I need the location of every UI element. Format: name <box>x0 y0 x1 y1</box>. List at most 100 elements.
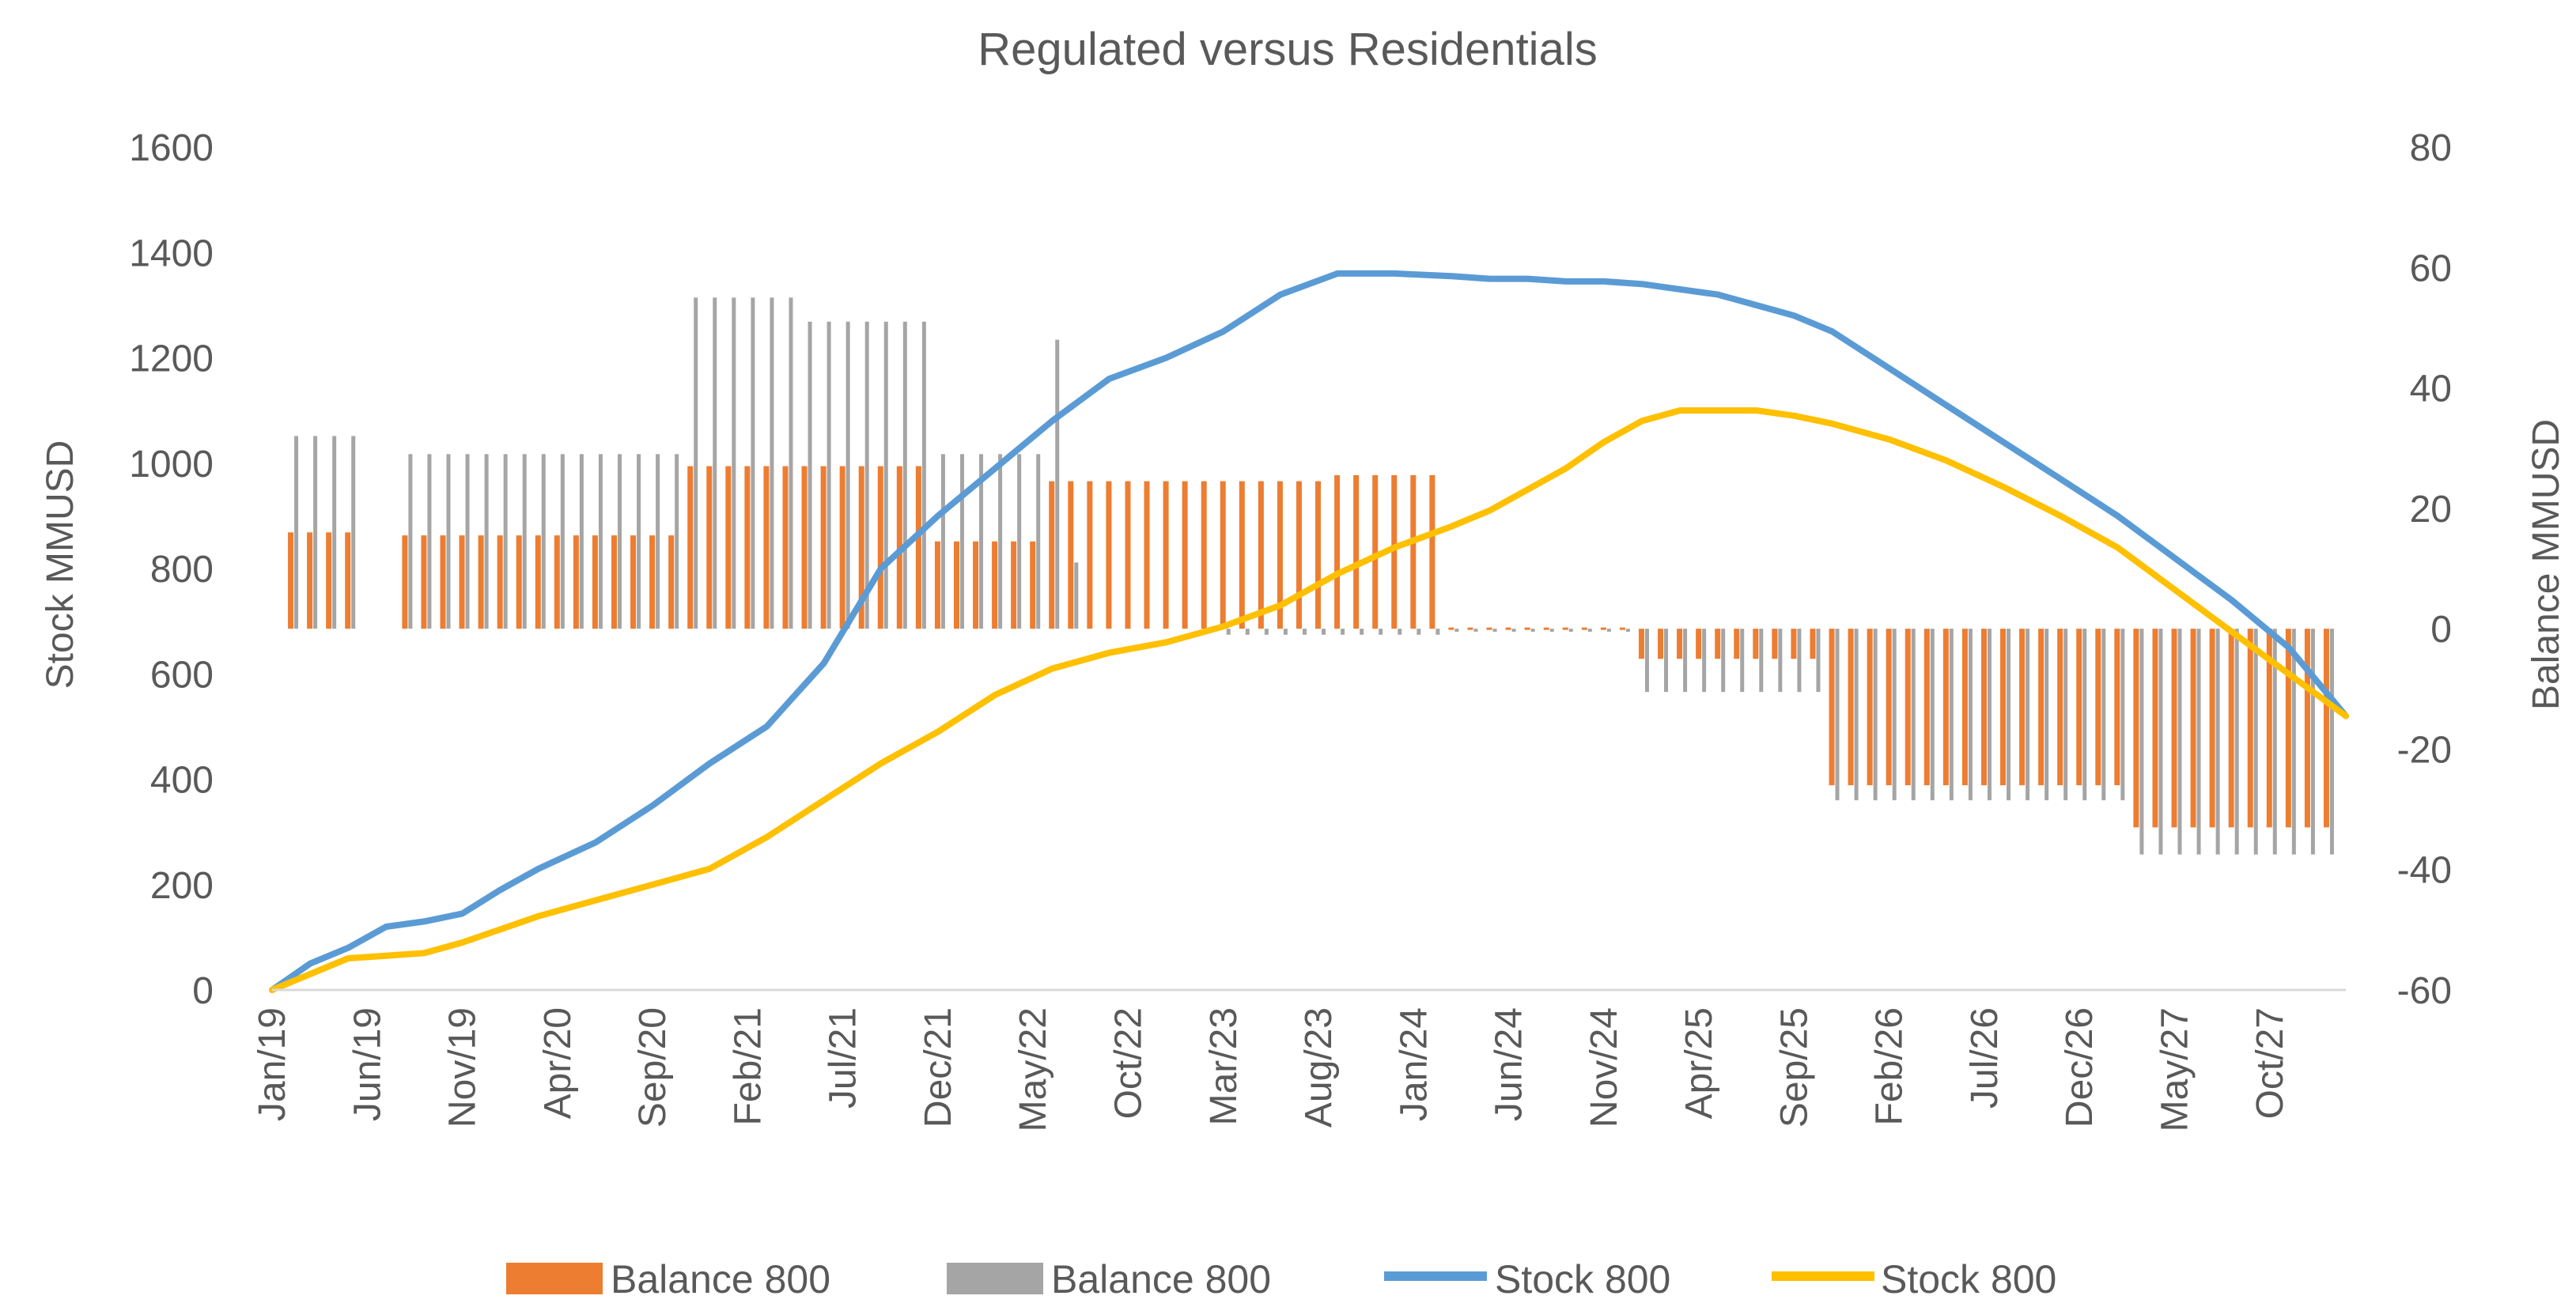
balance-orange-bar <box>1391 474 1398 629</box>
balance-orange-bar <box>2266 629 2272 828</box>
balance-orange-bar <box>973 541 979 629</box>
y-left-tick-label: 800 <box>150 549 214 591</box>
y-right-tick-label: -60 <box>2397 970 2452 1012</box>
balance-gray-bar <box>883 321 888 629</box>
balance-gray-bar <box>1322 629 1326 635</box>
x-tick-label: Jan/24 <box>1393 1007 1435 1121</box>
balance-orange-bar <box>1677 629 1683 659</box>
balance-orange-bar <box>611 535 617 629</box>
balance-gray-bar <box>617 454 622 629</box>
balance-orange-bar <box>2000 629 2007 786</box>
y-right-tick-label: 40 <box>2410 368 2452 410</box>
balance-orange-bar <box>1543 627 1549 630</box>
balance-orange-bar <box>1467 627 1473 630</box>
balance-gray-bar <box>1302 629 1307 635</box>
balance-gray-bar <box>1511 629 1516 632</box>
balance-orange-bar <box>1201 481 1207 629</box>
balance-gray-bar <box>1264 629 1269 635</box>
balance-orange-bar <box>554 535 560 629</box>
x-tick-label: Feb/21 <box>727 1007 769 1125</box>
balance-gray-bar <box>294 436 299 629</box>
balance-gray-bar <box>713 297 717 629</box>
balance-orange-bar <box>2228 629 2234 828</box>
balance-orange-bar <box>1772 629 1778 659</box>
balance-gray-bar <box>1892 629 1897 801</box>
x-tick-label: Apr/20 <box>537 1007 579 1119</box>
y-right-tick-label: 20 <box>2410 489 2452 531</box>
balance-gray-bar <box>1949 629 1954 801</box>
balance-orange-bar <box>668 535 675 629</box>
y-left-tick-label: 200 <box>150 865 214 907</box>
balance-gray-bar <box>921 321 926 629</box>
balance-gray-bar <box>1245 629 1250 635</box>
balance-gray-bar <box>1625 629 1630 632</box>
balance-orange-bar <box>2171 629 2177 828</box>
balance-gray-bar <box>465 454 470 629</box>
balance-orange-bar <box>1961 629 1968 786</box>
balance-gray-bar <box>732 297 736 629</box>
balance-orange-bar <box>1334 474 1341 629</box>
balance-orange-bar <box>497 535 503 629</box>
balance-orange-bar <box>1734 629 1740 659</box>
balance-orange-bar <box>687 466 694 629</box>
balance-gray-bar <box>1226 629 1231 635</box>
x-tick-label: Apr/25 <box>1678 1007 1720 1119</box>
x-tick-label: Jun/19 <box>346 1007 388 1121</box>
balance-gray-bar <box>1017 454 1022 629</box>
balance-orange-bar <box>782 466 789 629</box>
balance-gray-bar <box>979 454 984 629</box>
balance-orange-bar <box>2247 629 2253 828</box>
balance-orange-bar <box>1353 474 1360 629</box>
x-tick-label: Dec/21 <box>917 1007 959 1128</box>
y-right-tick-label: 80 <box>2410 127 2452 169</box>
balance-orange-bar <box>1011 541 1017 629</box>
balance-gray-bar <box>1454 629 1459 632</box>
balance-gray-bar <box>598 454 603 629</box>
x-tick-label: Jul/26 <box>1964 1007 2006 1109</box>
balance-gray-bar <box>1911 629 1916 801</box>
balance-gray-bar <box>1778 629 1783 693</box>
balance-gray-bar <box>579 454 584 629</box>
x-tick-label: Aug/23 <box>1298 1007 1340 1128</box>
balance-gray-bar <box>1417 629 1421 635</box>
balance-orange-bar <box>2152 629 2158 828</box>
y-left-tick-label: 600 <box>150 654 214 696</box>
balance-orange-bar <box>1791 629 1797 659</box>
balance-orange-bar <box>1829 629 1835 786</box>
chart-title: Regulated versus Residentials <box>978 24 1597 75</box>
balance-orange-bar <box>592 535 598 629</box>
balance-gray-bar <box>1816 629 1821 693</box>
balance-orange-bar <box>839 466 845 629</box>
balance-orange-bar <box>1658 629 1664 659</box>
balance-orange-bar <box>992 541 998 629</box>
balance-orange-bar <box>1448 627 1454 630</box>
x-tick-label: Jan/19 <box>252 1007 293 1121</box>
balance-orange-bar <box>1810 629 1816 659</box>
balance-orange-bar <box>1696 629 1702 659</box>
balance-orange-bar <box>307 532 313 629</box>
balance-orange-bar <box>1410 474 1417 629</box>
balance-gray-bar <box>675 454 679 629</box>
balance-gray-bar <box>1968 629 1973 801</box>
balance-orange-bar <box>858 466 864 629</box>
balance-gray-bar <box>2158 629 2163 855</box>
balance-gray-bar <box>940 454 945 629</box>
balance-orange-bar <box>2304 629 2310 828</box>
balance-orange-bar <box>763 466 770 629</box>
balance-orange-bar <box>1163 481 1169 629</box>
balance-gray-bar <box>808 321 812 629</box>
balance-gray-bar <box>1987 629 1992 801</box>
balance-gray-bar <box>1835 629 1840 801</box>
legend-label-balance-orange: Balance 800 <box>611 1257 830 1301</box>
balance-orange-bar <box>1125 481 1131 629</box>
balance-gray-bar <box>484 454 489 629</box>
balance-orange-bar <box>1505 627 1511 630</box>
balance-gray-bar <box>789 297 793 629</box>
balance-gray-bar <box>1854 629 1859 801</box>
x-tick-label: May/22 <box>1012 1007 1054 1131</box>
balance-gray-bars <box>294 297 2334 855</box>
balance-gray-bar <box>427 454 432 629</box>
y-axis-left-title: Stock MMUSD <box>40 440 81 689</box>
balance-orange-bar <box>1087 481 1093 629</box>
